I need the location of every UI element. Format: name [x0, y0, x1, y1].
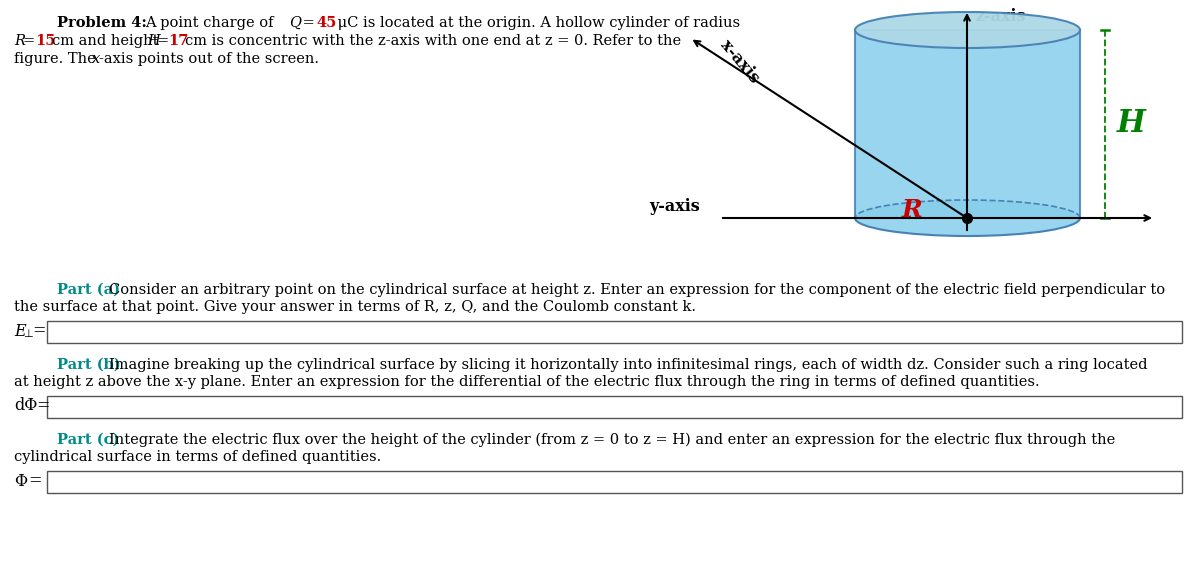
Text: dΦ: dΦ — [14, 397, 37, 415]
Text: 45: 45 — [316, 16, 336, 30]
Text: =: = — [36, 397, 49, 415]
Text: y-axis: y-axis — [649, 198, 700, 215]
Ellipse shape — [854, 12, 1080, 48]
FancyBboxPatch shape — [47, 396, 1182, 418]
Text: Φ: Φ — [14, 473, 28, 489]
Ellipse shape — [854, 200, 1080, 236]
Text: 15: 15 — [35, 34, 55, 48]
Text: x: x — [92, 52, 101, 66]
FancyBboxPatch shape — [47, 471, 1182, 493]
Text: E: E — [14, 322, 25, 339]
Text: -axis points out of the screen.: -axis points out of the screen. — [98, 52, 319, 66]
Text: at height z above the x-y plane. Enter an expression for the differential of the: at height z above the x-y plane. Enter a… — [14, 375, 1039, 389]
Text: =: = — [23, 34, 35, 48]
Text: Part (c): Part (c) — [58, 433, 119, 447]
Text: x-axis: x-axis — [718, 37, 763, 87]
Bar — [854, 30, 1080, 218]
Text: cm is concentric with the z-axis with one end at z = 0. Refer to the: cm is concentric with the z-axis with on… — [185, 34, 682, 48]
Text: Part (b): Part (b) — [58, 358, 121, 372]
Text: cm and height: cm and height — [52, 34, 158, 48]
Text: =: = — [32, 322, 46, 339]
Text: Q: Q — [289, 16, 301, 30]
Text: R: R — [14, 34, 25, 48]
Text: =: = — [156, 34, 168, 48]
Text: Problem 4:: Problem 4: — [58, 16, 146, 30]
Text: μC is located at the origin. A hollow cylinder of radius: μC is located at the origin. A hollow cy… — [334, 16, 740, 30]
Text: figure. The: figure. The — [14, 52, 101, 66]
Text: Integrate the electric flux over the height of the cylinder (from z = 0 to z = H: Integrate the electric flux over the hei… — [109, 433, 1115, 447]
Text: R: R — [901, 198, 923, 222]
Text: =: = — [28, 473, 42, 489]
Text: H: H — [1117, 109, 1146, 139]
Text: 17: 17 — [168, 34, 188, 48]
Text: H: H — [148, 34, 160, 48]
Text: z-axis: z-axis — [974, 8, 1026, 25]
Text: =: = — [298, 16, 319, 30]
Text: A point charge of: A point charge of — [145, 16, 278, 30]
Text: the surface at that point. Give your answer in terms of R, z, Q, and the Coulomb: the surface at that point. Give your ans… — [14, 300, 696, 314]
Text: cylindrical surface in terms of defined quantities.: cylindrical surface in terms of defined … — [14, 450, 382, 464]
Text: Part (a): Part (a) — [58, 283, 120, 297]
Text: Imagine breaking up the cylindrical surface by slicing it horizontally into infi: Imagine breaking up the cylindrical surf… — [109, 358, 1147, 372]
Text: Consider an arbitrary point on the cylindrical surface at height z. Enter an exp: Consider an arbitrary point on the cylin… — [109, 283, 1165, 297]
Text: ⊥: ⊥ — [23, 329, 32, 339]
FancyBboxPatch shape — [47, 321, 1182, 343]
